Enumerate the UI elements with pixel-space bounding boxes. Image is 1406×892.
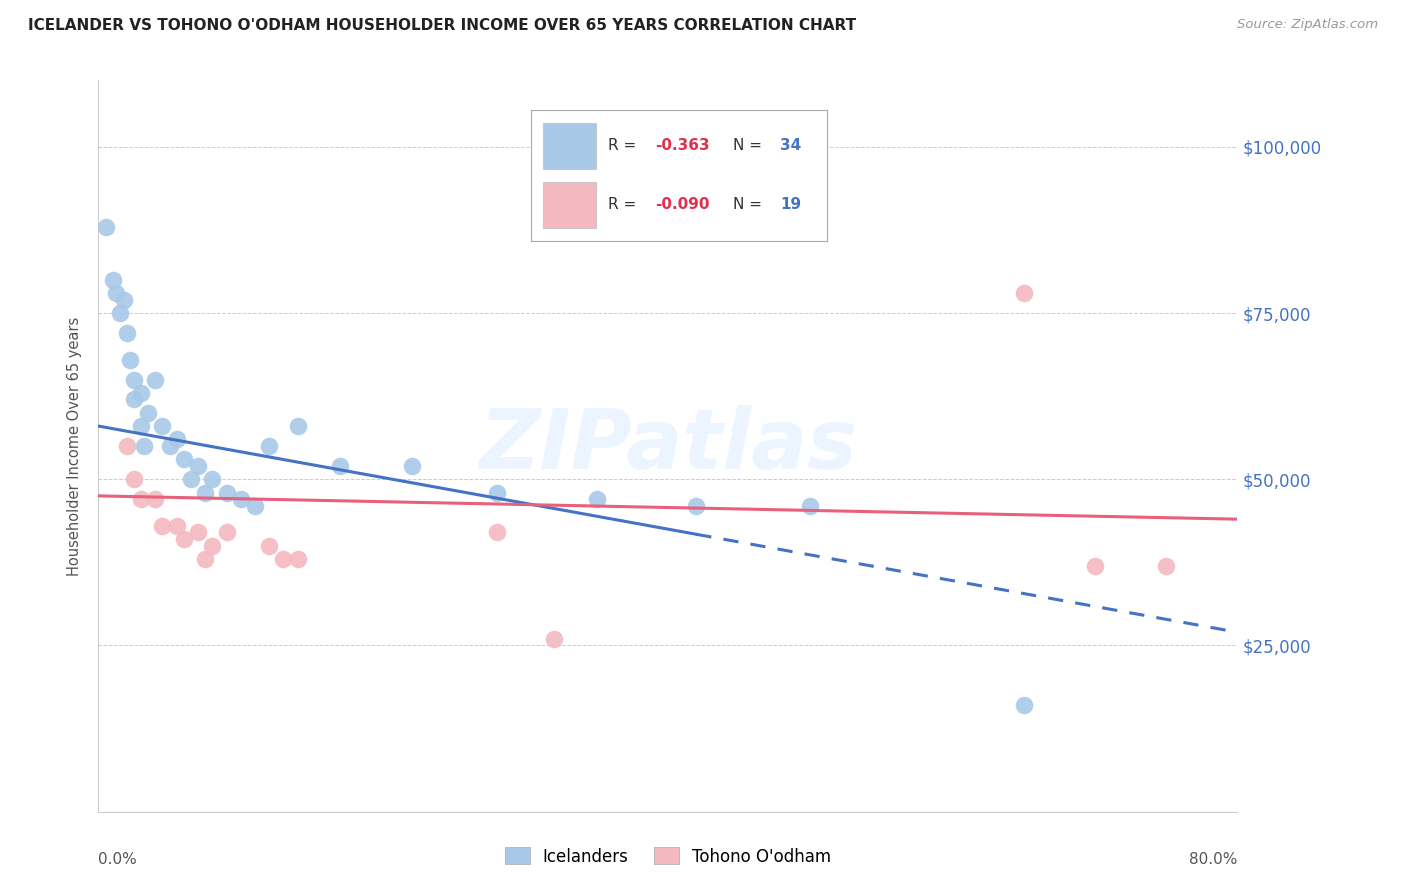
Point — [585, 492, 607, 507]
Point — [145, 492, 167, 507]
Point — [104, 286, 127, 301]
Text: ICELANDER VS TOHONO O'ODHAM HOUSEHOLDER INCOME OVER 65 YEARS CORRELATION CHART: ICELANDER VS TOHONO O'ODHAM HOUSEHOLDER … — [28, 18, 856, 33]
Point — [287, 419, 309, 434]
Point — [215, 525, 238, 540]
Point — [187, 458, 209, 473]
Point — [132, 439, 155, 453]
Point — [129, 385, 152, 400]
Point — [129, 419, 152, 434]
Point — [259, 439, 281, 453]
Point — [94, 219, 117, 234]
Point — [329, 458, 352, 473]
Y-axis label: Householder Income Over 65 years: Householder Income Over 65 years — [67, 317, 83, 575]
Point — [287, 552, 309, 566]
Point — [101, 273, 124, 287]
Point — [401, 458, 423, 473]
Point — [1012, 698, 1035, 713]
Point — [112, 293, 135, 307]
Point — [486, 525, 509, 540]
Point — [122, 392, 145, 407]
Point — [159, 439, 181, 453]
Point — [543, 632, 565, 646]
Point — [152, 419, 174, 434]
Text: 0.0%: 0.0% — [98, 852, 138, 867]
Point — [122, 472, 145, 486]
Point — [799, 499, 821, 513]
Point — [685, 499, 707, 513]
Text: Source: ZipAtlas.com: Source: ZipAtlas.com — [1237, 18, 1378, 31]
Point — [1154, 558, 1177, 573]
Point — [108, 306, 131, 320]
Point — [201, 472, 224, 486]
Point — [173, 532, 195, 546]
Point — [118, 352, 141, 367]
Point — [215, 485, 238, 500]
Point — [1012, 286, 1035, 301]
Point — [173, 452, 195, 467]
Point — [115, 439, 138, 453]
Legend: Icelanders, Tohono O'odham: Icelanders, Tohono O'odham — [505, 847, 831, 865]
Point — [194, 485, 217, 500]
Point — [129, 492, 152, 507]
Point — [180, 472, 202, 486]
Point — [229, 492, 252, 507]
Point — [145, 372, 167, 386]
Point — [201, 539, 224, 553]
Point — [243, 499, 266, 513]
Point — [166, 518, 188, 533]
Point — [166, 433, 188, 447]
Point — [1084, 558, 1107, 573]
Text: 80.0%: 80.0% — [1189, 852, 1237, 867]
Point — [194, 552, 217, 566]
Point — [122, 372, 145, 386]
Text: ZIPatlas: ZIPatlas — [479, 406, 856, 486]
Point — [486, 485, 509, 500]
Point — [152, 518, 174, 533]
Point — [259, 539, 281, 553]
Point — [136, 406, 159, 420]
Point — [115, 326, 138, 340]
Point — [187, 525, 209, 540]
Point — [273, 552, 295, 566]
